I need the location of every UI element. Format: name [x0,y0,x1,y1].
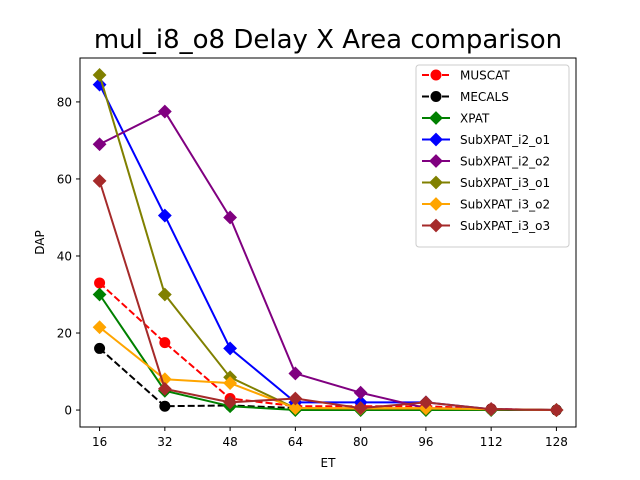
legend-marker [429,154,443,168]
legend-marker [430,69,442,81]
legend-item: MECALS [422,90,509,104]
legend: MUSCAT MECALS XPAT SubXPAT_i2_o1 SubXPAT_i2_… [415,64,570,248]
y-tick-label: 0 [64,404,72,418]
data-point [223,395,238,410]
x-tick-label: 128 [545,435,568,449]
legend-item: SubXPAT_i2_o1 [422,132,550,147]
legend-item: SubXPAT_i3_o2 [422,197,550,212]
data-point [223,210,238,225]
legend-label: SubXPAT_i2_o1 [460,133,550,147]
legend-box [415,64,570,248]
data-point [223,341,238,356]
legend-marker [429,175,443,190]
x-axis-label: ET [321,456,337,470]
legend-marker [429,218,443,233]
legend-label: SubXPAT_i3_o1 [460,176,550,190]
legend-item: SubXPAT_i3_o1 [422,175,550,190]
chart-title: mul_i8_o8 Delay X Area comparison [94,25,562,55]
data-point [157,104,172,119]
data-point [418,395,433,410]
data-point [288,391,303,406]
data-point [157,381,172,396]
data-point [159,400,171,412]
data-point [223,376,238,390]
x-tick-label: 80 [353,435,368,449]
data-point [157,208,172,223]
x-tick-label: 32 [157,435,172,449]
data-point [92,137,107,152]
y-axis-label: DAP [33,230,47,254]
data-point [92,173,107,188]
y-tick-label: 40 [57,249,72,263]
legend-marker [430,91,442,102]
legend-label: XPAT [460,112,490,126]
legend-label: SubXPAT_i2_o2 [460,155,550,169]
data-point [353,401,368,416]
data-point [288,401,303,416]
x-tick-label: 112 [480,435,503,449]
series-line [98,180,557,412]
x-tick-label: 16 [92,435,107,449]
series-SubXPAT_i3_o3 [92,173,564,417]
legend-label: SubXPAT_i3_o2 [460,198,550,212]
legend-label: MECALS [460,90,509,104]
x-tick-label: 48 [222,435,237,449]
data-point [94,342,106,354]
series-layer [92,68,564,417]
data-point [353,385,368,400]
data-point [159,337,171,349]
legend-item: SubXPAT_i3_o3 [422,218,550,233]
legend-marker [429,111,443,125]
data-point [92,287,107,302]
data-point [157,287,172,302]
y-tick-label: 80 [57,95,72,109]
legend-item: SubXPAT_i2_o2 [422,154,550,169]
legend-marker [429,197,443,211]
x-tick-label: 96 [418,435,433,449]
legend-item: XPAT [422,111,490,126]
legend-label: MUSCAT [460,69,510,83]
y-tick-label: 20 [57,327,72,341]
legend-label: SubXPAT_i3_o3 [460,219,550,233]
data-point [288,366,303,381]
data-point [94,277,106,289]
legend-item: MUSCAT [422,69,510,83]
data-point [92,320,107,335]
y-tick-label: 60 [57,172,72,186]
data-point [92,68,107,82]
ticks-layer: 16 32 48 64 80 96 112 128 0 20 40 60 80 [57,95,568,449]
plot-frame [79,57,577,428]
x-tick-label: 64 [288,435,303,449]
legend-marker [429,132,443,147]
data-point [549,403,564,417]
data-point [484,402,499,417]
